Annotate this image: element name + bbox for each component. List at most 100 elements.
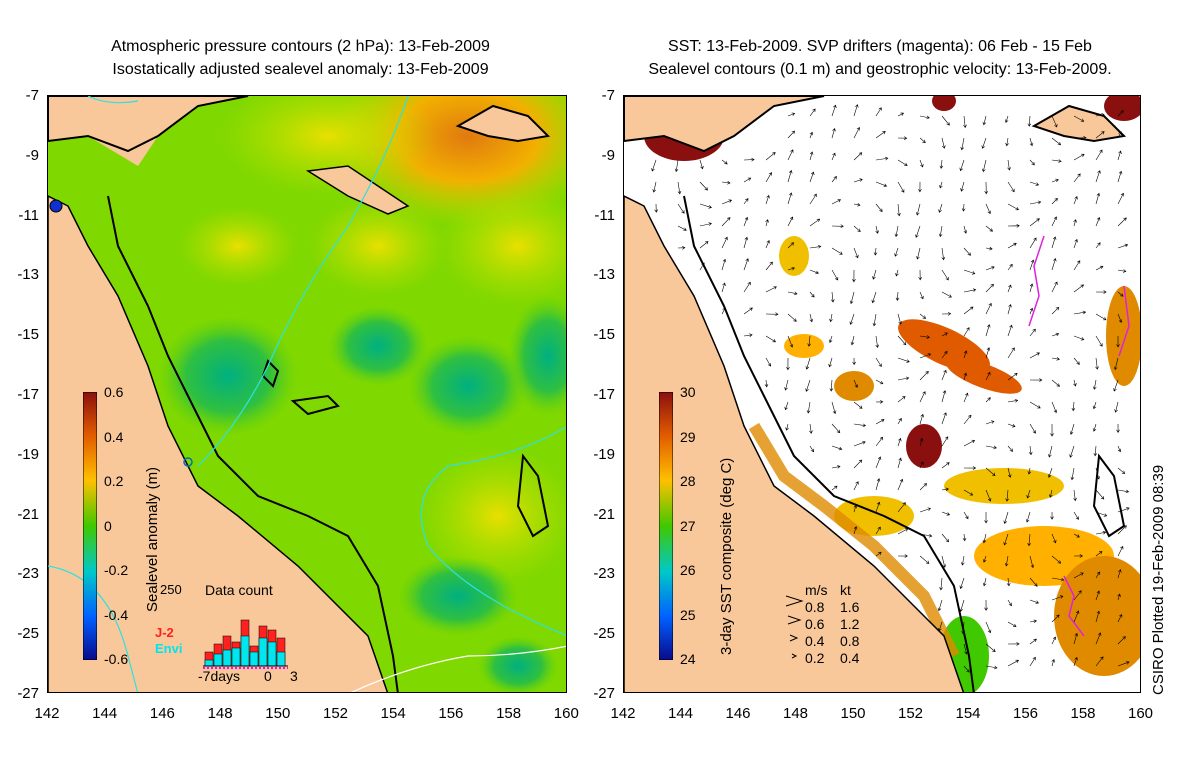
inset-ymax: 250: [160, 582, 182, 597]
sst-colorbar: [659, 392, 673, 660]
velocity-arrow: [1050, 511, 1054, 520]
velocity-arrow: [787, 169, 793, 183]
velocity-arrow: [1047, 467, 1053, 478]
inset-title: Data count: [205, 582, 273, 598]
velocity-arrow: [1095, 290, 1107, 294]
velocity-arrow: [853, 459, 863, 469]
velocity-arrow: [984, 511, 988, 524]
velocity-arrow: [1026, 489, 1031, 499]
velocity-arrow: [1073, 357, 1080, 365]
velocity-legend-ms: 0.2: [805, 650, 825, 666]
velocity-arrow: [963, 665, 970, 673]
velocity-arrow: [1095, 170, 1101, 183]
velocity-arrow: [982, 115, 987, 126]
velocity-arrow: [1095, 590, 1101, 601]
velocity-arrow: [941, 291, 952, 298]
velocity-arrow: [1117, 661, 1130, 667]
sst-patch-13: [932, 96, 956, 111]
velocity-arrow: [1051, 159, 1062, 163]
velocity-arrow: [941, 350, 948, 359]
velocity-arrow: [1117, 150, 1122, 161]
anomaly-low-5: [398, 556, 518, 636]
velocity-arrow: [897, 357, 910, 363]
tide-gauge-marker: [49, 199, 63, 213]
velocity-arrow: [809, 313, 814, 323]
velocity-arrow: [1007, 284, 1012, 293]
velocity-arrow: [1095, 511, 1108, 517]
velocity-arrow: [787, 149, 794, 161]
velocity-arrow: [721, 217, 731, 227]
velocity-arrow: [1029, 401, 1041, 409]
right-colorbar-label: 3-day SST composite (deg C): [718, 457, 735, 655]
colorbar-tick-label: 0.2: [104, 473, 124, 489]
velocity-arrow: [897, 112, 905, 117]
velocity-arrow: [805, 357, 811, 370]
velocity-arrow: [1117, 445, 1122, 453]
velocity-arrow: [1073, 196, 1078, 205]
velocity-arrow: [1051, 257, 1057, 271]
velocity-arrow: [963, 439, 976, 447]
velocity-arrow: [1029, 307, 1034, 315]
velocity-arrow: [897, 181, 905, 193]
velocity-arrow: [1073, 379, 1077, 387]
pressure-contour-white: [350, 645, 566, 692]
velocity-arrow: [1050, 423, 1054, 437]
velocity-arrow: [963, 392, 969, 403]
velocity-arrow: [1117, 593, 1121, 601]
x-tick-label: 154: [380, 705, 406, 722]
velocity-arrow: [941, 390, 947, 403]
velocity-arrow: [765, 152, 776, 161]
velocity-arrow: [875, 181, 888, 187]
velocity-arrow: [985, 203, 991, 215]
velocity-arrow: [743, 333, 753, 337]
inset-xlabel-mid: 0: [264, 668, 272, 684]
colorbar-tick-label: 25: [680, 606, 696, 623]
velocity-arrow: [652, 181, 657, 193]
velocity-arrow: [1117, 269, 1127, 273]
velocity-arrow: [1007, 659, 1020, 667]
velocity-arrow: [963, 115, 967, 129]
velocity-arrow: [699, 222, 712, 227]
sst-patch-15: [779, 236, 809, 276]
velocity-arrow: [743, 177, 752, 183]
velocity-arrow: [963, 247, 971, 256]
velocity-arrow: [1095, 265, 1104, 271]
velocity-arrow: [849, 291, 855, 305]
sst-patch-7: [944, 468, 1064, 504]
inset-bar-envi: [276, 651, 286, 667]
geostrophic-velocity-arrows: [651, 104, 1130, 673]
velocity-arrow: [765, 219, 769, 227]
y-tick-label: -13: [17, 266, 39, 284]
velocity-arrow: [963, 306, 974, 315]
velocity-arrow: [1007, 324, 1013, 337]
colorbar-tick-label: -0.2: [104, 562, 129, 578]
velocity-arrow: [853, 104, 859, 117]
velocity-arrow: [677, 225, 687, 231]
velocity-arrow: [959, 599, 965, 613]
x-tick-label: 156: [438, 705, 464, 722]
velocity-arrow: [872, 269, 877, 280]
svp-drifter-track-3: [1063, 575, 1085, 637]
velocity-arrow: [939, 159, 944, 169]
reef-island-3: [1092, 453, 1126, 538]
velocity-arrow: [721, 282, 726, 293]
velocity-arrow: [849, 313, 855, 325]
velocity-arrow: [809, 244, 822, 249]
sst-patch-6: [1106, 286, 1140, 386]
velocity-arrow: [918, 269, 922, 281]
velocity-arrow: [895, 291, 900, 301]
data-count-inset: [203, 619, 288, 669]
velocity-arrow: [985, 621, 992, 634]
velocity-arrow: [897, 528, 909, 535]
velocity-arrow: [787, 291, 798, 296]
y-tick-label: -25: [593, 625, 615, 643]
velocity-arrow: [875, 203, 883, 213]
velocity-arrow: [963, 414, 972, 425]
velocity-arrow: [1029, 577, 1038, 587]
velocity-arrow: [984, 181, 989, 195]
velocity-arrow: [787, 242, 795, 249]
velocity-arrow: [1070, 467, 1075, 481]
anomaly-high-east: [438, 186, 566, 306]
velocity-arrow: [1029, 328, 1036, 337]
velocity-arrow: [1007, 159, 1011, 171]
